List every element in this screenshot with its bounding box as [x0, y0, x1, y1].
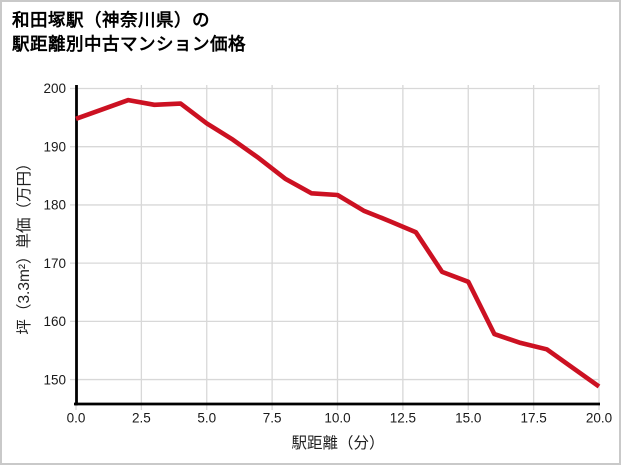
x-tick-label: 15.0	[455, 411, 481, 426]
x-tick-label: 2.5	[132, 411, 151, 426]
x-tick-label: 10.0	[324, 411, 350, 426]
y-tick-label: 200	[43, 81, 66, 96]
x-tick-label: 0.0	[67, 411, 86, 426]
x-tick-label: 17.5	[520, 411, 546, 426]
chart-title-line2: 駅距離別中古マンション価格	[12, 33, 246, 54]
x-tick-label: 20.0	[586, 411, 612, 426]
y-tick-label: 170	[43, 256, 66, 271]
y-tick-label: 150	[43, 372, 66, 387]
y-tick-label: 180	[43, 198, 66, 213]
x-tick-label: 7.5	[263, 411, 282, 426]
chart-title: 和田塚駅（神奈川県）の 駅距離別中古マンション価格	[12, 9, 246, 56]
x-tick-label: 5.0	[197, 411, 216, 426]
price-line-series	[75, 97, 601, 389]
chart-title-line1: 和田塚駅（神奈川県）の	[12, 10, 210, 30]
y-tick-label: 190	[43, 139, 66, 154]
x-axis-label: 駅距離（分）	[291, 435, 385, 452]
y-tick-label: 160	[43, 314, 66, 329]
x-tick-label: 12.5	[390, 411, 416, 426]
y-axis-label: 坪（3.3m²）単価（万円）	[16, 155, 33, 335]
